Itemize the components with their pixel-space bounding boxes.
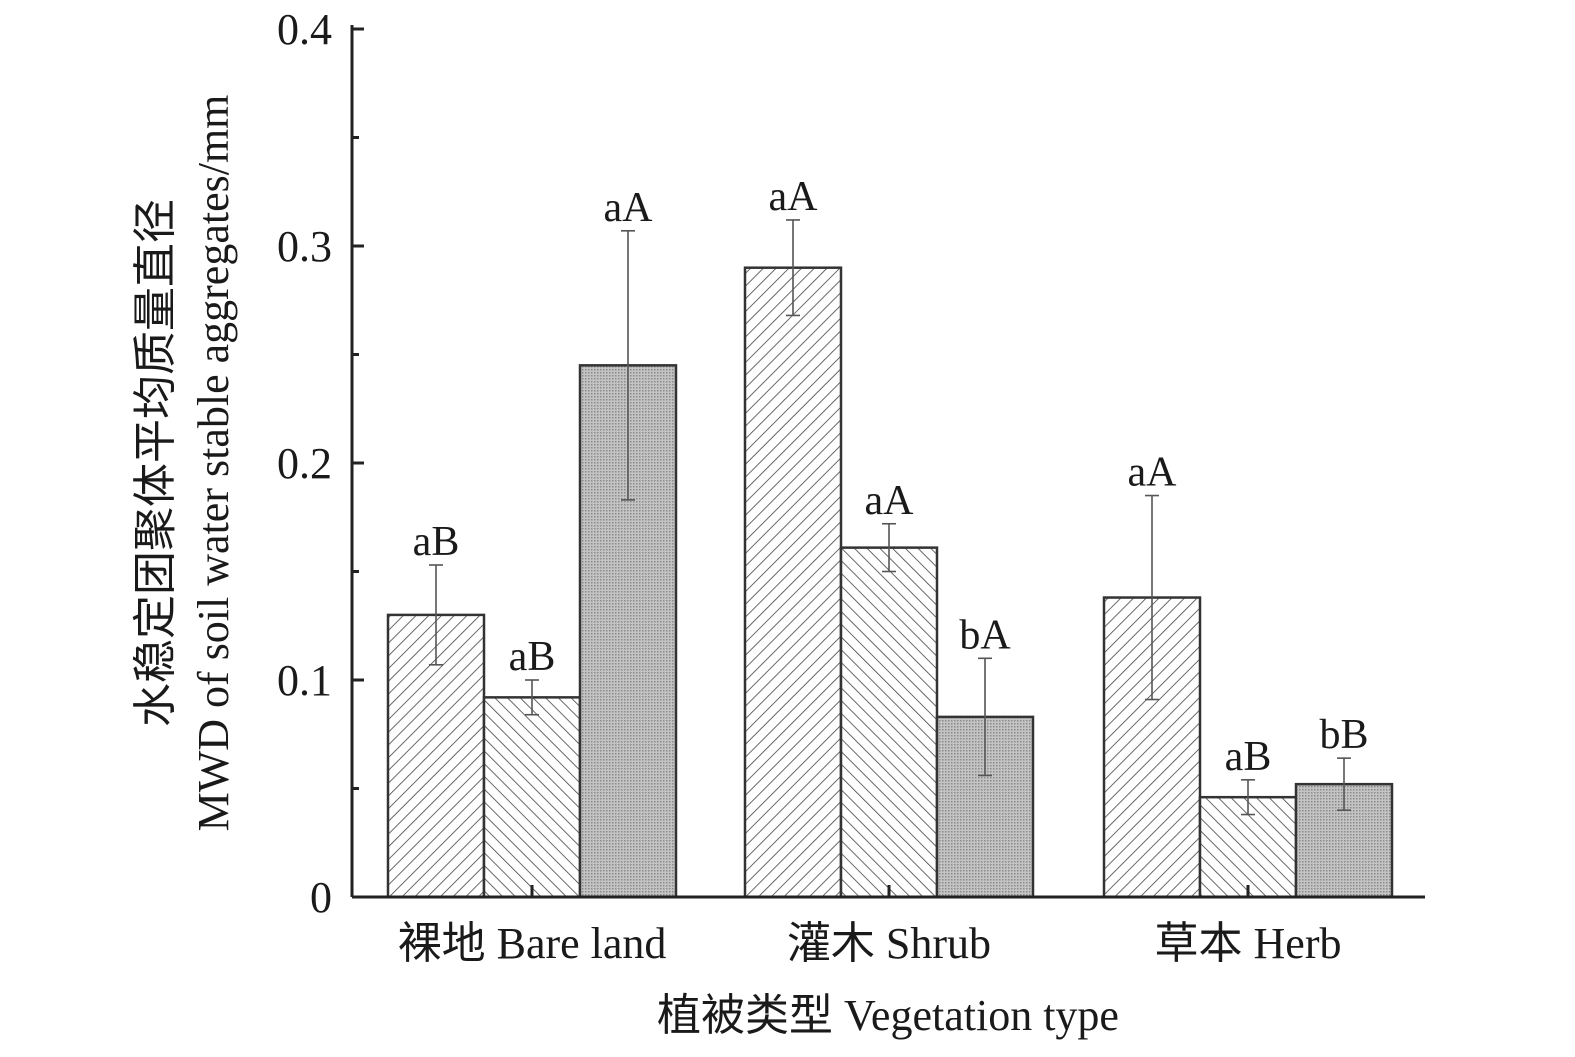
error-bar-s2-c1	[978, 657, 992, 777]
y-tick-label: 0	[310, 873, 332, 922]
significance-label-s1-c0: aB	[509, 634, 556, 680]
significance-label-s1-c1: aA	[865, 478, 915, 524]
axes-layer	[350, 25, 1425, 899]
significance-label-s2-c0: aA	[604, 185, 654, 231]
error-bar-s1-c0	[525, 679, 539, 716]
bar-s0-c1	[743, 266, 843, 899]
x-axis-title: 植被类型 Vegetation type	[657, 991, 1119, 1040]
bar-s1-c1	[839, 546, 939, 899]
error-bar-s0-c1	[786, 219, 800, 317]
error-bar-s0-c2	[1145, 494, 1159, 701]
y-tick-label: 0.3	[277, 222, 332, 271]
error-bar-s2-c2	[1337, 757, 1351, 812]
error-bar-s1-c2	[1241, 779, 1255, 816]
bar-s1-c0	[482, 696, 582, 899]
axis-text-layer: 0 0.1 0.2 0.3 0.4 裸地 Bare land 灌木 Shrub 草本 Herb…	[131, 5, 1341, 1040]
significance-label-s1-c2: aB	[1225, 734, 1272, 780]
significance-label-s2-c1: bA	[959, 612, 1011, 658]
bars-layer	[386, 266, 1394, 899]
significance-labels-layer: aB aA aA aB aA aB aA bA bB	[413, 174, 1369, 780]
significance-label-s0-c2: aA	[1128, 450, 1178, 496]
error-bar-s1-c1	[882, 522, 896, 573]
significance-label-s0-c0: aB	[413, 519, 460, 565]
significance-label-s0-c1: aA	[769, 174, 819, 220]
error-bar-s0-c0	[429, 564, 443, 666]
y-tick-label: 0.4	[277, 5, 332, 54]
x-category-label: 草本 Herb	[1155, 919, 1342, 968]
y-axis-title-line-2: MWD of soil water stable aggregates/mm	[189, 95, 238, 832]
significance-label-s2-c2: bB	[1319, 712, 1368, 758]
x-category-label: 裸地 Bare land	[398, 919, 667, 968]
error-bar-s2-c0	[621, 230, 635, 501]
error-bars-layer	[429, 219, 1351, 816]
y-axis-title-line-1: 水稳定团聚体平均质量直径	[131, 199, 180, 727]
y-tick-label: 0.2	[277, 439, 332, 488]
y-tick-label: 0.1	[277, 656, 332, 705]
x-category-label: 灌木 Shrub	[787, 919, 991, 968]
